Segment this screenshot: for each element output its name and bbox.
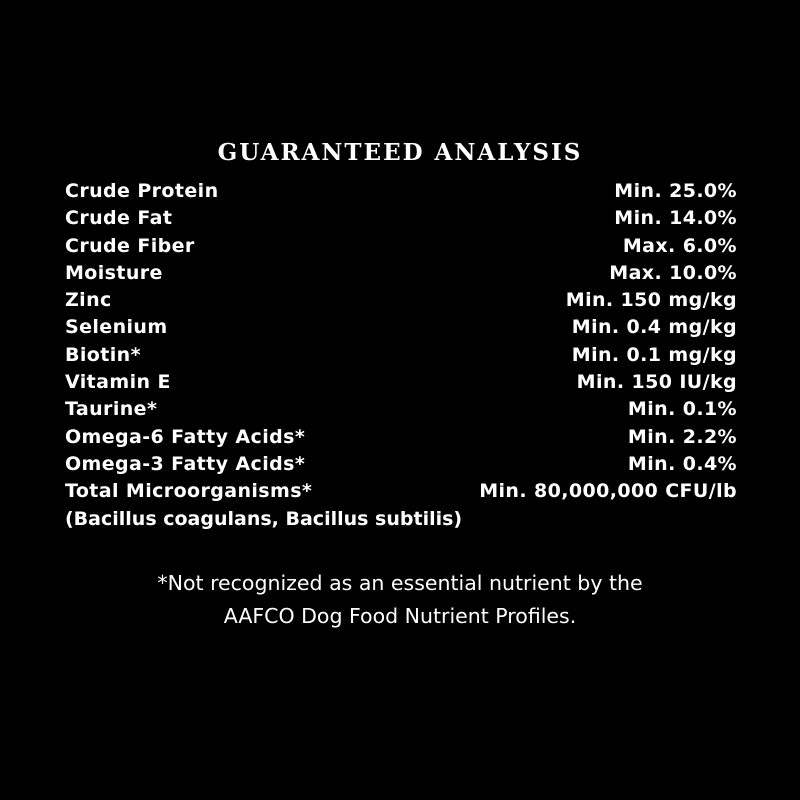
analysis-row: Crude Fat Min. 14.0% <box>65 205 737 232</box>
nutrient-label: Total Microorganisms* <box>65 480 313 503</box>
nutrient-label: Omega-3 Fatty Acids* <box>65 452 306 475</box>
analysis-row: Omega-3 Fatty Acids* Min. 0.4% <box>65 451 737 478</box>
analysis-row: Moisture Max. 10.0% <box>65 260 737 287</box>
nutrient-label: Crude Protein <box>65 180 219 202</box>
nutrient-label: Omega-6 Fatty Acids* <box>65 425 306 448</box>
analysis-row: Selenium Min. 0.4 mg/kg <box>65 314 737 341</box>
footnote-line-1: *Not recognized as an essential nutrient… <box>157 571 643 595</box>
analysis-row: Total Microorganisms* Min. 80,000,000 CFU… <box>65 478 737 505</box>
nutrient-value: Min. 0.4% <box>627 452 737 475</box>
analysis-row: Vitamin E Min. 150 IU/kg <box>65 369 737 396</box>
nutrient-label: Selenium <box>65 316 168 339</box>
nutrient-label: Taurine* <box>65 398 158 421</box>
analysis-row: Zinc Min. 150 mg/kg <box>65 287 737 314</box>
nutrient-value: Max. 10.0% <box>609 261 737 284</box>
analysis-row: Omega-6 Fatty Acids* Min. 2.2% <box>65 424 737 451</box>
nutrient-label: Vitamin E <box>65 371 171 394</box>
nutrient-value: Min. 0.1 mg/kg <box>571 343 737 366</box>
analysis-table: Crude Protein Min. 25.0% Crude Fat Min. 14.… <box>65 178 737 533</box>
nutrient-label: Biotin* <box>65 343 141 366</box>
nutrient-label: Crude Fiber <box>65 234 195 257</box>
nutrient-value: Min. 2.2% <box>627 425 737 448</box>
nutrient-value: Max. 6.0% <box>622 234 737 257</box>
nutrient-label: Crude Fat <box>65 207 173 230</box>
footnote: *Not recognized as an essential nutrient… <box>0 567 800 633</box>
analysis-row: Crude Protein Min. 25.0% <box>65 178 737 205</box>
nutrient-value: Min. 25.0% <box>614 180 737 202</box>
microorganism-species-note: (Bacillus coagulans, Bacillus subtilis) <box>65 507 463 530</box>
nutrient-value: Min. 150 IU/kg <box>576 371 737 394</box>
nutrient-value: Min. 80,000,000 CFU/lb <box>479 480 737 503</box>
nutrient-value: Min. 0.4 mg/kg <box>571 316 737 339</box>
nutrient-value: Min. 150 mg/kg <box>565 289 737 312</box>
analysis-row: Crude Fiber Max. 6.0% <box>65 233 737 260</box>
analysis-row: Taurine* Min. 0.1% <box>65 396 737 423</box>
nutrient-value: Min. 14.0% <box>614 207 737 230</box>
nutrient-label: Moisture <box>65 261 163 284</box>
analysis-row: Biotin* Min. 0.1 mg/kg <box>65 342 737 369</box>
nutrient-label: Zinc <box>65 289 112 312</box>
footnote-line-2: AAFCO Dog Food Nutrient Profiles. <box>223 604 577 628</box>
page-title: GUARANTEED ANALYSIS <box>217 139 583 166</box>
nutrient-value: Min. 0.1% <box>627 398 737 421</box>
